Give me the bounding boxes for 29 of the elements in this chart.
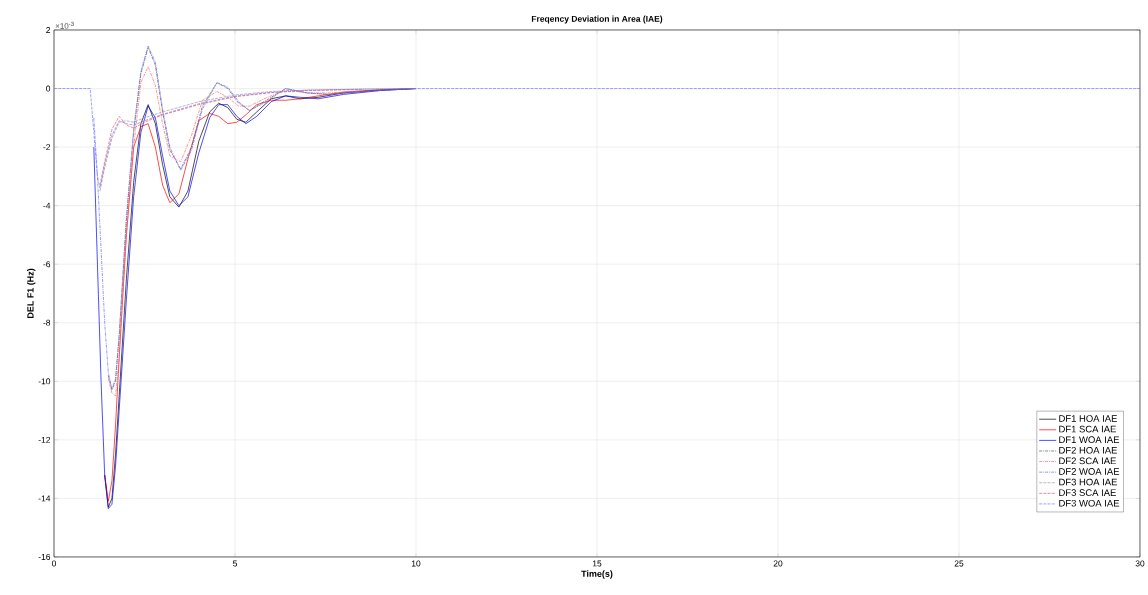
legend-label: DF3 SCA IAE [1059, 489, 1116, 497]
legend-label: DF2 WOA IAE [1059, 468, 1120, 475]
legend-label: DF1 WOA IAE [1059, 436, 1120, 444]
legend-label: DF3 WOA IAE [1059, 499, 1120, 507]
x-tick-label: 0 [51, 560, 57, 567]
legend-label: DF2 SCA IAE [1059, 457, 1116, 465]
y-axis-title: DEL F1 (Hz) [27, 268, 36, 319]
y-tick-label: -16 [38, 553, 51, 560]
x-tick-label: 15 [592, 560, 602, 567]
y-tick-label: -8 [43, 319, 51, 326]
y-tick-label: -14 [38, 495, 51, 502]
y-tick-label: -12 [38, 436, 51, 443]
legend-label: DF1 HOA IAE [1059, 415, 1117, 422]
x-tick-label: 25 [954, 560, 964, 567]
chart-title: Freqency Deviation in Area (IAE) [531, 15, 663, 24]
y-tick-label: 2 [46, 27, 51, 33]
legend-label: DF1 SCA IAE [1059, 425, 1116, 433]
x-tick-label: 10 [411, 560, 421, 567]
x-tick-label: 30 [1135, 560, 1145, 567]
y-tick-label: -6 [43, 261, 51, 268]
x-axis-title: Time(s) [581, 570, 613, 579]
y-tick-label: 0 [46, 85, 51, 92]
y-tick-label: -10 [38, 378, 51, 385]
y-tick-label: -2 [43, 144, 51, 151]
legend-label: DF3 HOA IAE [1059, 478, 1117, 486]
legend-label: DF2 HOA IAE [1059, 446, 1117, 454]
x-tick-label: 20 [773, 560, 783, 567]
x-tick-label: 5 [232, 560, 238, 567]
y-tick-label: -4 [43, 202, 51, 209]
